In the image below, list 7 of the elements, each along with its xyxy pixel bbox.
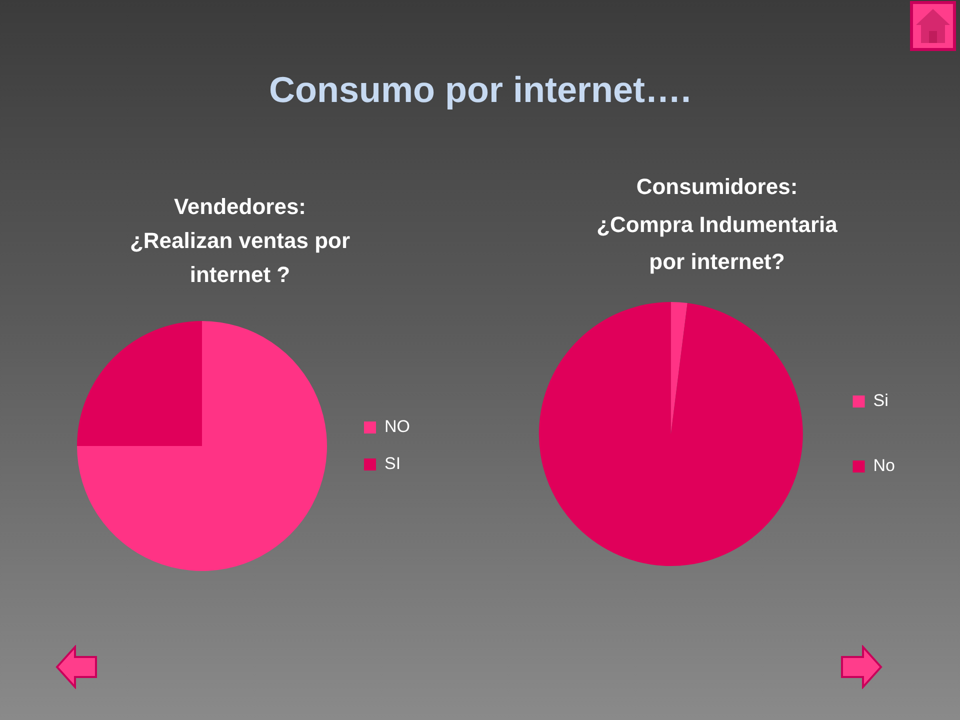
legend-label: NO [384,417,410,436]
chart-title: Consumidores: ¿Compra Indumentaria por internet? [596,173,838,276]
legend-label: SI [384,454,401,474]
legend-label: Si [873,391,888,410]
chart-title: Vendedores: ¿Realizan ventas por internet ? [128,193,352,289]
legend-label: No [873,456,896,476]
text: Consumo por internet…. [268,68,692,112]
